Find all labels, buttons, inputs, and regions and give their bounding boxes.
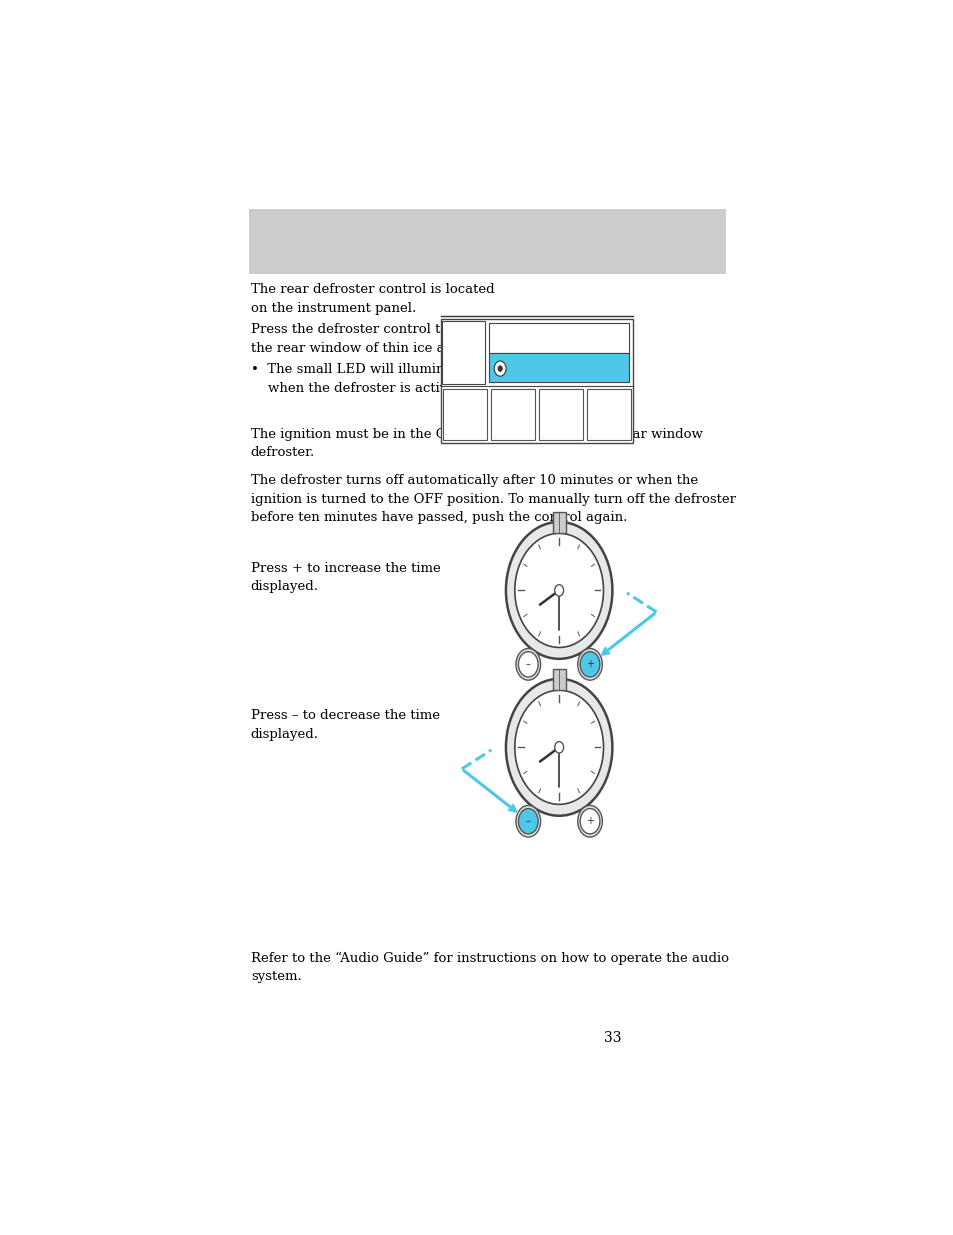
FancyBboxPatch shape [491,389,535,440]
Text: ♁: ♁ [461,410,468,419]
Text: ▼: ▼ [459,367,466,375]
Text: ♁̇: ♁̇ [509,410,516,419]
Text: ▲: ▲ [459,330,466,338]
Text: ♁: ♁ [558,410,563,419]
Circle shape [515,690,603,804]
Text: The rear defroster control is located
on the instrument panel.: The rear defroster control is located on… [251,283,494,315]
FancyBboxPatch shape [442,321,484,384]
Text: –: – [525,816,530,826]
Text: +: + [585,816,594,826]
FancyBboxPatch shape [489,322,628,353]
Circle shape [516,805,540,837]
FancyBboxPatch shape [538,389,582,440]
Text: •  The small LED will illuminate
    when the defroster is activated.: • The small LED will illuminate when the… [251,363,480,395]
FancyBboxPatch shape [249,209,724,274]
Text: The defroster turns off automatically after 10 minutes or when the
ignition is t: The defroster turns off automatically af… [251,474,735,525]
Circle shape [515,534,603,647]
Circle shape [554,741,563,753]
Circle shape [517,652,537,677]
Circle shape [505,679,612,816]
Circle shape [554,584,563,597]
Circle shape [505,522,612,658]
Circle shape [578,805,601,837]
Text: ♁̇: ♁̇ [605,410,612,419]
Text: Refer to the “Audio Guide” for instructions on how to operate the audio
system.: Refer to the “Audio Guide” for instructi… [251,952,728,983]
Circle shape [494,361,505,377]
Circle shape [497,366,502,372]
FancyBboxPatch shape [442,389,486,440]
Text: 33: 33 [604,1031,621,1045]
FancyBboxPatch shape [587,389,630,440]
Circle shape [517,809,537,834]
Text: Press – to decrease the time
displayed.: Press – to decrease the time displayed. [251,709,439,741]
Text: ☷: ☷ [575,363,584,374]
Text: –: – [525,659,530,669]
Circle shape [579,809,599,834]
FancyBboxPatch shape [552,669,565,690]
Text: +: + [585,659,594,669]
Circle shape [516,648,540,680]
Text: ☷: ☷ [554,331,563,341]
FancyBboxPatch shape [489,353,628,383]
Text: Press + to increase the time
displayed.: Press + to increase the time displayed. [251,562,440,593]
Text: Press the defroster control to clear
the rear window of thin ice and fog.: Press the defroster control to clear the… [251,324,491,354]
Circle shape [579,652,599,677]
Circle shape [578,648,601,680]
FancyBboxPatch shape [552,513,565,534]
FancyBboxPatch shape [440,320,633,443]
Text: The ignition must be in the ON position to operate the rear window
defroster.: The ignition must be in the ON position … [251,427,702,459]
